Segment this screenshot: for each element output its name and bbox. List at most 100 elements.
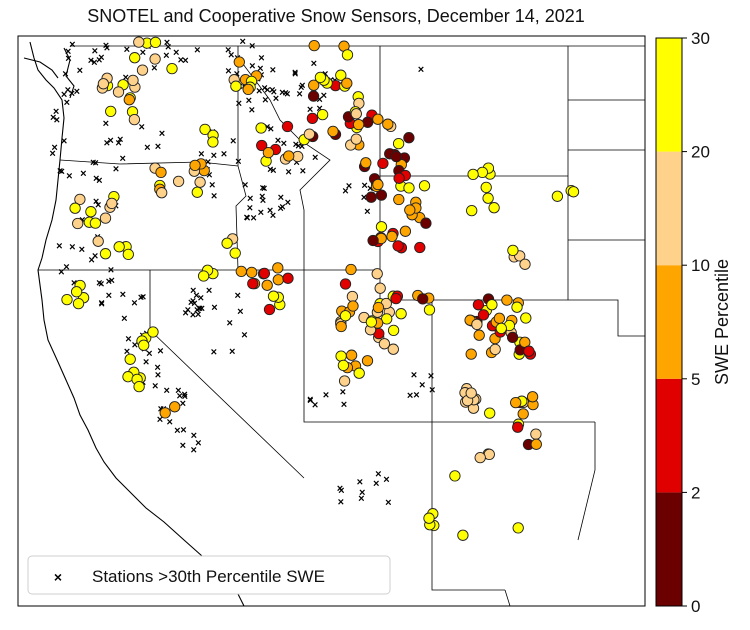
swe-station-marker xyxy=(350,133,362,145)
swe-station-marker xyxy=(423,304,436,316)
swe-station-marker xyxy=(147,326,159,338)
swe-station-marker xyxy=(256,139,268,152)
swe-station-marker xyxy=(480,181,492,194)
x-station-marker: × xyxy=(236,98,242,110)
x-station-marker: × xyxy=(249,104,255,116)
swe-station-marker xyxy=(335,350,347,362)
x-station-marker: × xyxy=(173,47,179,59)
x-station-marker: × xyxy=(121,313,127,325)
x-station-marker: × xyxy=(92,251,98,263)
x-station-marker: × xyxy=(256,86,262,98)
swe-station-marker xyxy=(486,299,498,311)
pacific-coastline xyxy=(29,41,245,606)
x-station-marker: × xyxy=(299,141,305,153)
x-station-marker: × xyxy=(261,83,267,95)
swe-station-marker xyxy=(97,78,110,90)
x-station-marker: × xyxy=(357,476,363,488)
swe-station-marker xyxy=(467,168,479,181)
x-station-marker: × xyxy=(58,166,64,178)
swe-station-marker xyxy=(551,190,564,202)
x-station-marker: × xyxy=(175,385,181,397)
swe-station-marker xyxy=(365,191,377,203)
x-station-marker: × xyxy=(264,85,270,97)
x-station-marker: × xyxy=(258,53,264,65)
swe-station-marker xyxy=(372,301,385,314)
x-station-marker: × xyxy=(282,87,288,99)
swe-station-marker xyxy=(471,318,483,331)
x-station-marker: × xyxy=(107,135,113,147)
colorbar-segment-5-10 xyxy=(656,265,682,379)
x-station-marker: × xyxy=(206,285,212,297)
swe-station-marker xyxy=(166,62,178,75)
map-title: SNOTEL and Cooperative Snow Sensors, Dec… xyxy=(87,6,585,26)
swe-station-marker xyxy=(506,331,519,344)
x-station-marker: × xyxy=(312,400,318,412)
swe-station-marker xyxy=(156,187,168,199)
x-station-marker: × xyxy=(311,58,317,70)
swe-station-marker xyxy=(495,322,507,335)
x-station-marker: × xyxy=(211,346,217,358)
x-station-marker: × xyxy=(278,192,284,204)
x-station-marker: × xyxy=(144,142,150,154)
x-station-marker: × xyxy=(247,202,253,214)
swe-station-marker xyxy=(476,166,489,179)
x-station-marker: × xyxy=(225,45,231,57)
swe-station-marker xyxy=(197,270,210,282)
swe-station-marker xyxy=(371,268,383,280)
swe-station-marker xyxy=(129,52,141,64)
x-station-marker: × xyxy=(124,346,130,358)
swe-station-marker xyxy=(403,182,415,194)
legend-x-marker: × xyxy=(54,569,62,585)
x-station-marker: × xyxy=(247,193,253,205)
swe-station-marker xyxy=(420,217,432,229)
swe-station-marker xyxy=(353,367,365,379)
x-station-marker: × xyxy=(271,87,277,99)
swe-station-marker xyxy=(423,512,435,524)
swe-station-marker xyxy=(149,53,161,65)
x-station-marker: × xyxy=(259,191,265,203)
swe-station-marker xyxy=(99,248,112,260)
x-station-marker: × xyxy=(74,86,80,98)
swe-station-marker xyxy=(61,293,73,306)
x-station-marker: × xyxy=(307,394,313,406)
swe-station-marker xyxy=(262,146,275,159)
swe-station-marker xyxy=(341,49,354,61)
x-station-marker: × xyxy=(194,305,200,317)
swe-station-marker xyxy=(255,122,267,134)
x-station-marker: × xyxy=(316,103,322,115)
x-station-marker: × xyxy=(246,95,252,107)
x-station-marker: × xyxy=(197,303,203,315)
x-station-marker: × xyxy=(69,39,75,51)
swe-station-marker xyxy=(128,113,141,126)
swe-station-marker xyxy=(530,428,542,440)
x-station-marker: × xyxy=(225,66,231,78)
x-station-marker: × xyxy=(385,497,391,509)
x-station-marker: × xyxy=(429,385,435,397)
x-station-marker: × xyxy=(285,167,291,179)
swe-station-marker xyxy=(386,230,398,243)
swe-station-marker xyxy=(375,189,388,201)
x-station-marker: × xyxy=(250,213,256,225)
x-station-marker: × xyxy=(79,244,85,256)
swe-station-marker xyxy=(221,237,233,249)
x-station-marker: × xyxy=(234,290,240,302)
swe-station-marker xyxy=(387,343,399,355)
swe-station-marker xyxy=(473,329,485,341)
swe-station-marker xyxy=(372,113,384,125)
x-station-marker: × xyxy=(249,61,255,73)
x-station-marker: × xyxy=(61,136,67,148)
swe-station-marker xyxy=(339,278,352,290)
swe-station-marker xyxy=(465,387,477,399)
swe-station-marker xyxy=(519,258,531,270)
x-station-marker: × xyxy=(196,303,202,315)
swe-station-marker xyxy=(418,180,431,192)
x-station-marker: × xyxy=(270,165,276,177)
x-station-marker: × xyxy=(359,487,365,499)
x-station-marker: × xyxy=(262,95,268,107)
colorbar-segment-20-30 xyxy=(656,38,682,152)
x-station-marker: × xyxy=(159,128,165,140)
x-station-marker: × xyxy=(96,55,102,67)
x-station-marker: × xyxy=(259,183,265,195)
swe-station-marker xyxy=(474,451,486,464)
x-station-marker: × xyxy=(65,84,71,96)
